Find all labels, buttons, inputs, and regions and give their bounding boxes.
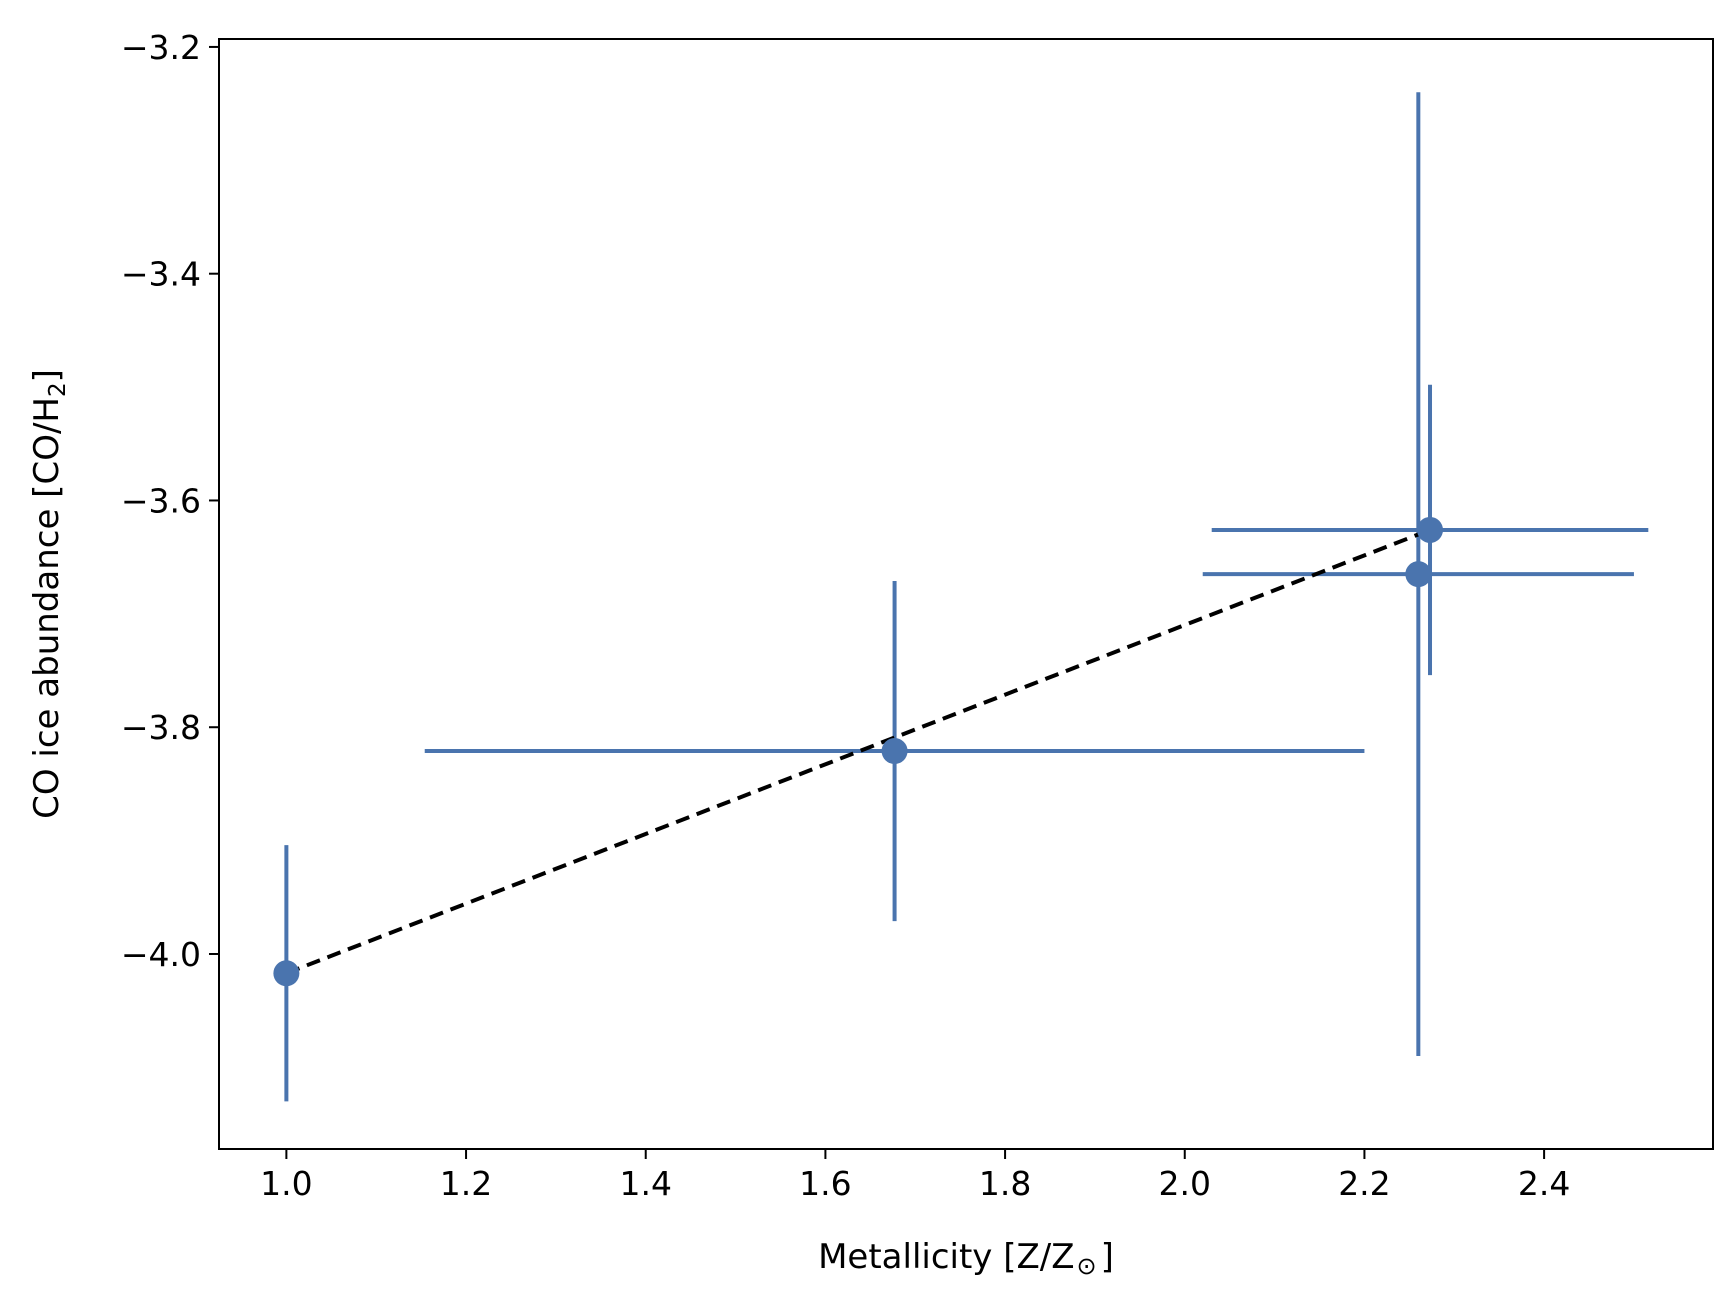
data-point bbox=[273, 960, 300, 987]
x-tick-label: 1.0 bbox=[260, 1164, 312, 1203]
data-point bbox=[881, 738, 908, 765]
x-tick-label: 1.4 bbox=[619, 1164, 671, 1203]
x-tick-label: 2.0 bbox=[1159, 1164, 1211, 1203]
y-tick-label: −3.8 bbox=[121, 708, 201, 747]
y-axis-label: CO ice abundance [CO/H2] bbox=[27, 369, 71, 819]
x-axis: 1.0 1.2 1.4 1.6 1.8 2.0 2.2 2.4 bbox=[260, 1149, 1570, 1203]
data-point bbox=[1405, 561, 1432, 588]
x-tick-label: 1.2 bbox=[440, 1164, 492, 1203]
fit-line bbox=[285, 528, 1431, 976]
plot-data bbox=[273, 92, 1649, 1102]
x-tick-label: 1.6 bbox=[799, 1164, 851, 1203]
y-tick-label: −4.0 bbox=[121, 935, 201, 974]
x-tick-label: 1.8 bbox=[979, 1164, 1031, 1203]
plot-frame bbox=[218, 38, 1714, 1150]
x-tick-label: 2.4 bbox=[1518, 1164, 1570, 1203]
y-tick-label: −3.6 bbox=[121, 481, 201, 520]
x-axis-label: Metallicity [Z/Z⊙] bbox=[818, 1237, 1114, 1280]
y-tick-label: −3.2 bbox=[121, 28, 201, 67]
y-axis: −4.0 −3.8 −3.6 −3.4 −3.2 bbox=[121, 28, 219, 974]
data-point bbox=[1417, 516, 1444, 543]
y-tick-label: −3.4 bbox=[121, 255, 201, 294]
x-tick-label: 2.2 bbox=[1338, 1164, 1390, 1203]
